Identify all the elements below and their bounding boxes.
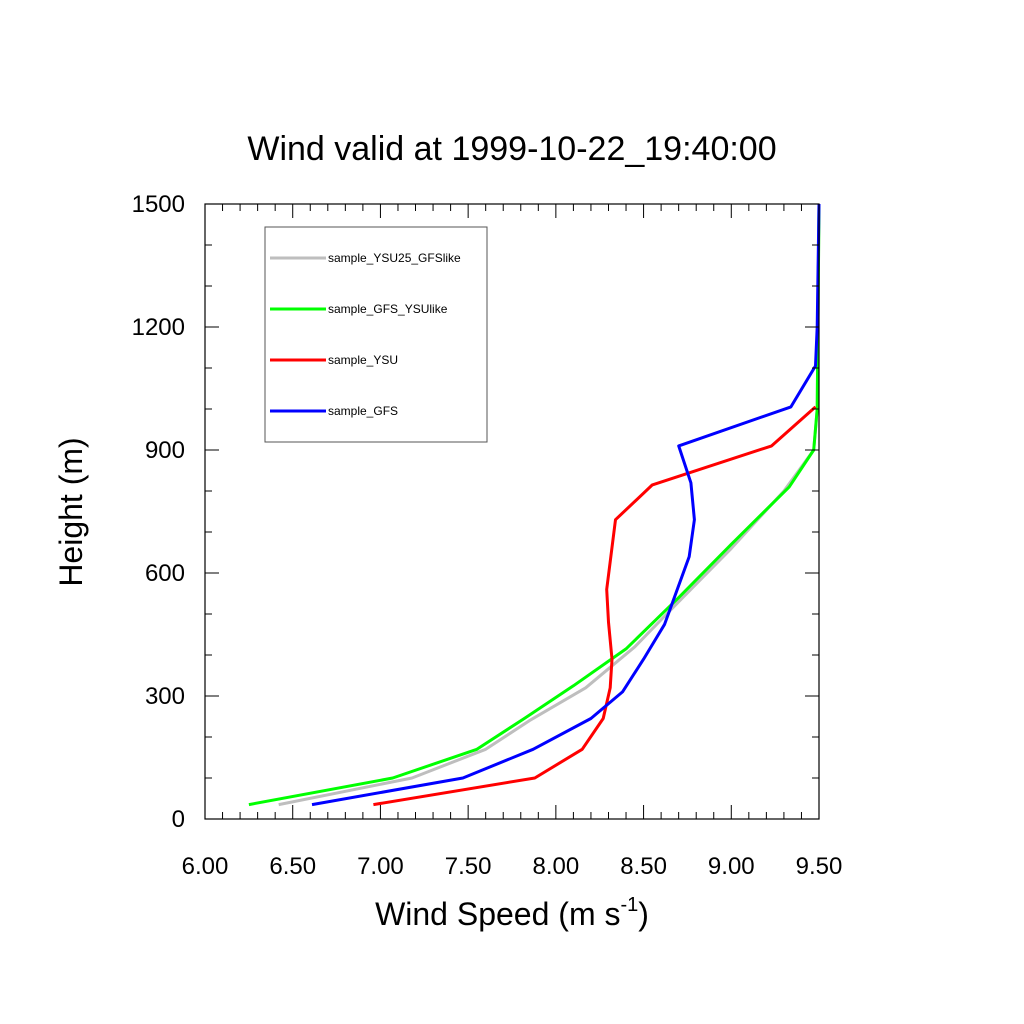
chart-title: Wind valid at 1999-10-22_19:40:00 xyxy=(247,130,776,168)
x-axis-label-superscript: -1 xyxy=(620,894,638,916)
x-tick-label: 7.00 xyxy=(357,853,404,880)
legend-label: sample_YSU25_GFSlike xyxy=(328,251,461,265)
y-tick-label: 600 xyxy=(145,560,185,587)
y-tick-label: 300 xyxy=(145,683,185,710)
y-tick-label: 1200 xyxy=(132,314,185,341)
x-tick-label: 6.50 xyxy=(269,853,316,880)
x-tick-label: 9.00 xyxy=(708,853,755,880)
legend-box xyxy=(264,226,488,443)
x-tick-label: 7.50 xyxy=(445,853,492,880)
legend-label: sample_GFS_YSUlike xyxy=(328,302,448,316)
series-layer xyxy=(248,203,821,807)
y-tick-label: 1500 xyxy=(132,191,185,218)
legend-label: sample_YSU xyxy=(328,353,398,367)
y-tick-label: 0 xyxy=(172,806,185,833)
x-tick-label: 9.50 xyxy=(796,853,843,880)
x-tick-label: 8.00 xyxy=(532,853,579,880)
x-axis-label-end: ) xyxy=(638,896,649,932)
y-tick-labels: 0 300 600 900 1200 1500 xyxy=(132,191,185,833)
series-line-sample_GFS_YSUlike xyxy=(248,203,821,807)
legend: sample_YSU25_GFSlike sample_GFS_YSUlikesa… xyxy=(264,226,488,443)
x-tick-labels: 6.00 6.50 7.00 7.50 8.00 8.50 9.00 9.50 xyxy=(182,853,843,880)
series-line-sample_YSU xyxy=(373,405,817,807)
x-tick-label: 6.00 xyxy=(182,853,229,880)
legend-label: sample_GFS xyxy=(328,404,398,418)
x-axis-label-main: Wind Speed (m s xyxy=(375,896,620,932)
series-line-sample_GFS xyxy=(311,203,821,807)
y-axis-label: Height (m) xyxy=(53,437,89,586)
x-axis-label: Wind Speed (m s-1) xyxy=(375,894,649,932)
x-tick-label: 8.50 xyxy=(620,853,667,880)
y-tick-label: 900 xyxy=(145,437,185,464)
legend-entries: sample_YSU25_GFSlike sample_GFS_YSUlikesa… xyxy=(270,251,461,418)
plot-frame xyxy=(204,203,820,820)
